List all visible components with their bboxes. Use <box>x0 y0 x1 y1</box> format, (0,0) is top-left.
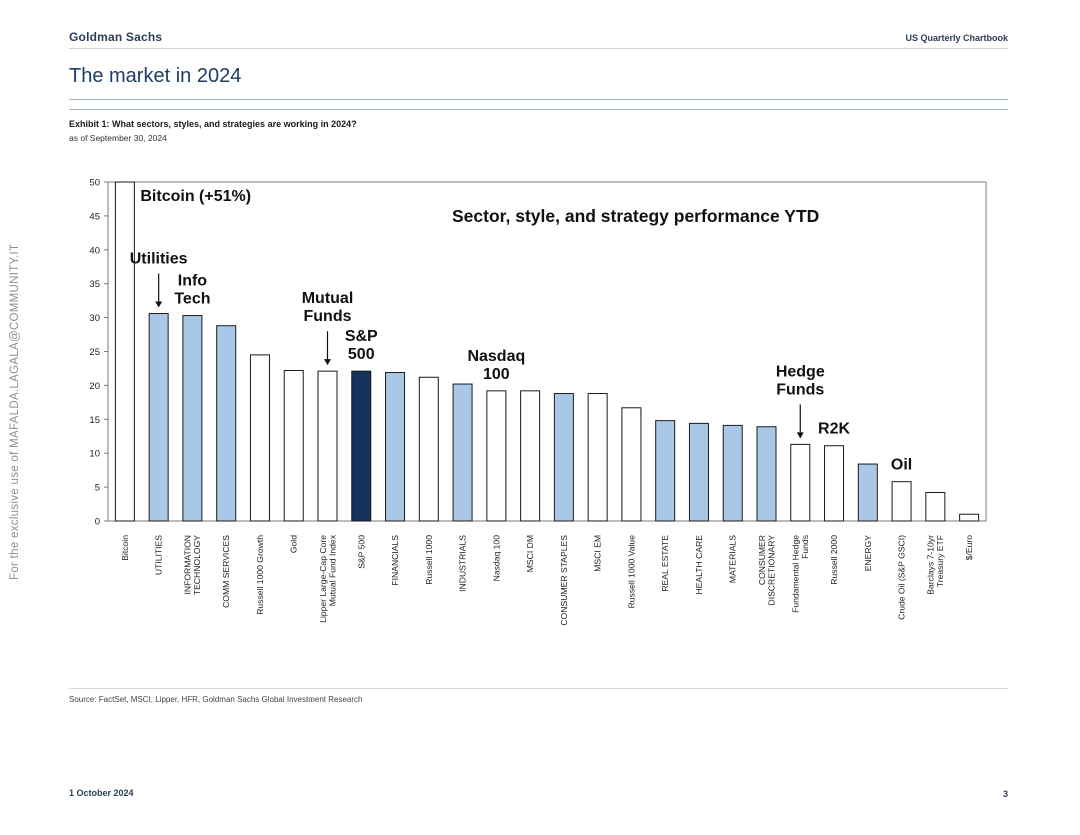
annotation-label: R2K <box>818 421 850 438</box>
header-divider <box>69 48 1008 49</box>
annotation-label: Hedge <box>776 363 825 380</box>
page-title: The market in 2024 <box>69 65 242 87</box>
x-tick-label: Barclays 7-10yrTreasury ETF <box>926 535 946 595</box>
annotation-label: Tech <box>174 291 210 308</box>
x-tick-label: Fundamental HedgeFunds <box>791 535 811 613</box>
annotation-arrowhead <box>324 359 331 366</box>
bar <box>418 376 439 522</box>
annotation-label: Funds <box>304 308 352 325</box>
x-tick-label: MSCI EM <box>593 535 603 572</box>
footer-date: 1 October 2024 <box>69 788 134 798</box>
x-tick-label: Russell 1000 Growth <box>255 535 265 615</box>
bar <box>891 481 912 522</box>
x-tick-label: Russell 1000 <box>424 535 434 585</box>
watermark: For the exclusive use of MAFALDA.LAGALA@… <box>9 243 21 580</box>
x-tick-label: MSCI DM <box>525 535 535 572</box>
x-tick-label: Russell 1000 Value <box>626 535 636 609</box>
title-divider <box>69 99 1008 100</box>
bar <box>959 513 980 522</box>
bar <box>587 393 608 522</box>
bar <box>553 393 574 522</box>
bar <box>452 383 473 522</box>
annotation-label: Utilities <box>130 251 188 268</box>
source-divider <box>69 688 1008 689</box>
bar <box>688 422 709 522</box>
bar <box>857 463 878 522</box>
chart-title: Sector, style, and strategy performance … <box>452 206 819 226</box>
x-tick-label: INDUSTRIALS <box>458 535 468 592</box>
annotation-label: 500 <box>348 346 375 363</box>
bar <box>182 315 203 522</box>
publication-name: US Quarterly Chartbook <box>905 33 1008 43</box>
bar <box>756 426 777 522</box>
x-tick-label: COMM SERVICES <box>221 535 231 608</box>
y-tick-label: 5 <box>95 483 100 494</box>
annotation-label: Mutual <box>302 290 354 307</box>
y-tick-label: 30 <box>89 313 100 324</box>
x-tick-label: Nasdaq 100 <box>491 535 501 582</box>
exhibit-title: Exhibit 1: What sectors, styles, and str… <box>69 119 357 129</box>
y-tick-label: 0 <box>95 517 100 528</box>
y-tick-label: 10 <box>89 449 100 460</box>
annotation-arrowhead <box>155 301 163 308</box>
annotation-label: 100 <box>483 366 510 383</box>
x-tick-label: INFORMATIONTECHNOLOGY <box>183 535 203 595</box>
x-tick-label: HEALTH CARE <box>694 535 704 595</box>
x-tick-label: REAL ESTATE <box>660 535 670 592</box>
y-tick-label: 45 <box>89 211 100 222</box>
x-tick-label: Gold <box>289 535 299 553</box>
x-tick-label: S&P 500 <box>356 535 366 569</box>
annotation-label: Funds <box>776 381 824 398</box>
x-tick-label: Bitcoin <box>120 535 130 561</box>
y-tick-label: 50 <box>89 178 100 189</box>
x-tick-label: UTILITIES <box>154 535 164 575</box>
bar <box>621 407 642 522</box>
y-tick-label: 35 <box>89 279 100 290</box>
bar <box>216 325 237 522</box>
bar <box>486 390 507 522</box>
bar <box>114 181 135 522</box>
bar <box>148 313 169 522</box>
exhibit-subtitle: as of September 30, 2024 <box>69 133 167 143</box>
bar <box>317 370 338 522</box>
title-divider-second <box>69 109 1008 110</box>
annotation-label: S&P <box>345 328 378 345</box>
bar <box>520 390 541 522</box>
bar <box>722 424 743 522</box>
page-number: 3 <box>1002 789 1008 799</box>
y-tick-label: 40 <box>89 245 100 256</box>
x-tick-label: MATERIALS <box>728 535 738 583</box>
x-tick-label: Lipper Large-Cap CoreMutual Fund Index <box>318 534 338 623</box>
bar <box>824 445 845 522</box>
x-tick-label: ENERGY <box>863 535 873 572</box>
x-tick-label: $/Euro <box>964 535 974 561</box>
source-note: Source: FactSet, MSCI, Lipper, HFR, Gold… <box>69 695 363 704</box>
annotation-label: Nasdaq <box>467 348 525 365</box>
bar <box>283 369 304 522</box>
bar <box>385 372 406 522</box>
annotation-label: Oil <box>891 457 912 474</box>
bar <box>925 492 946 522</box>
bar <box>249 354 270 522</box>
x-tick-label: FINANCIALS <box>390 535 400 586</box>
plot-frame <box>107 181 987 522</box>
y-tick-label: 25 <box>89 347 100 358</box>
x-tick-label: CONSUMERDISCRETIONARY <box>757 535 777 606</box>
annotation-arrowhead <box>796 432 804 439</box>
x-tick-label: CONSUMER STAPLES <box>559 535 569 626</box>
brand-name: Goldman Sachs <box>69 30 163 44</box>
y-tick-label: 20 <box>89 381 100 392</box>
y-tick-label: 15 <box>89 415 100 426</box>
chart-container: 0 5 10 15 20 25 30 35 40 45 50 Bitcoin UTILITIES INFO… <box>70 168 1000 668</box>
bar <box>351 370 372 522</box>
bar <box>655 420 676 522</box>
bar-chart: 0 5 10 15 20 25 30 35 40 45 50 Bitcoin UTILITIES INFO… <box>89 178 987 626</box>
annotation-label: Bitcoin (+51%) <box>140 188 251 205</box>
bar <box>790 443 811 522</box>
x-tick-label: Crude Oil (S&P GSCI) <box>897 535 907 620</box>
x-tick-label: Russell 2000 <box>829 535 839 585</box>
annotation-label: Info <box>178 273 208 290</box>
